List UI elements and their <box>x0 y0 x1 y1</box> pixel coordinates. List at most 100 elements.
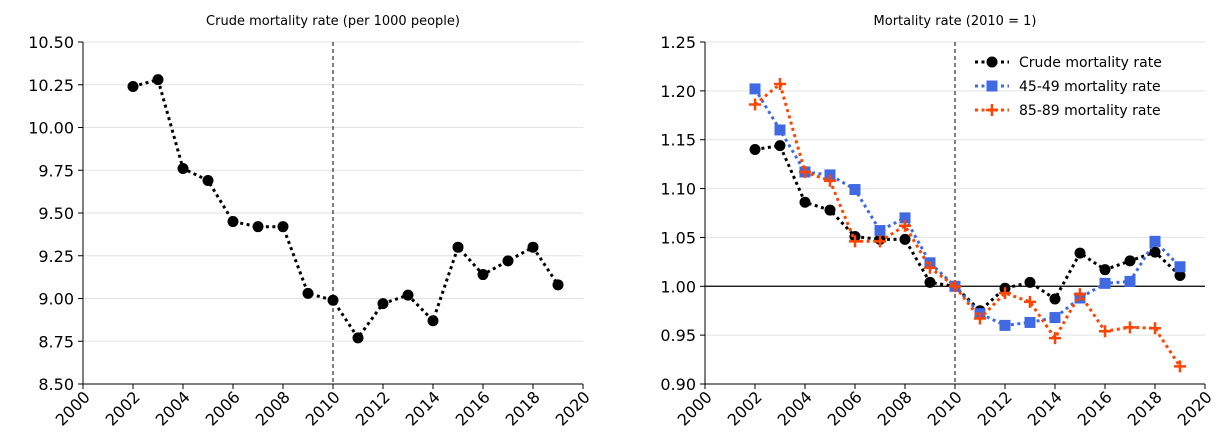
data-point <box>799 165 811 178</box>
x-tick-label: 2018 <box>1124 387 1166 429</box>
data-point <box>899 233 911 245</box>
y-tick-label: 8.75 <box>38 332 74 351</box>
data-point <box>924 276 936 288</box>
x-tick-label: 2008 <box>874 387 916 429</box>
y-tick-label: 1.15 <box>660 131 696 150</box>
legend-marker <box>986 80 998 92</box>
series-line <box>754 81 1182 368</box>
data-point <box>749 83 761 95</box>
data-point <box>227 216 239 228</box>
legend-marker <box>986 104 998 116</box>
data-point <box>999 319 1011 331</box>
data-point <box>1099 325 1111 338</box>
data-point <box>749 98 761 111</box>
data-point <box>1149 322 1161 335</box>
x-tick-label: 2014 <box>402 387 444 429</box>
data-point <box>899 219 911 232</box>
x-tick-label: 2006 <box>202 387 244 429</box>
legend-marker <box>986 56 998 68</box>
data-point <box>849 235 861 248</box>
data-point <box>352 332 364 344</box>
y-tick-label: 1.00 <box>660 277 696 296</box>
data-point <box>824 174 836 187</box>
y-tick-label: 1.20 <box>660 82 696 101</box>
data-point <box>502 255 514 267</box>
legend-label: 45-49 mortality rate <box>1019 79 1161 95</box>
y-tick-label: 1.25 <box>660 33 696 52</box>
data-point <box>1024 316 1036 328</box>
x-tick-label: 2006 <box>824 387 866 429</box>
y-tick-label: 9.25 <box>38 247 74 266</box>
data-point <box>1174 360 1186 373</box>
data-point <box>277 221 289 233</box>
data-point <box>452 241 464 253</box>
data-point <box>849 184 861 196</box>
x-tick-label: 2018 <box>502 387 544 429</box>
x-tick-label: 2016 <box>452 387 494 429</box>
data-point <box>774 140 786 152</box>
chart-title: Crude mortality rate (per 1000 people) <box>206 14 460 29</box>
x-tick-label: 2016 <box>1074 387 1116 429</box>
data-point <box>252 221 264 233</box>
y-tick-label: 0.95 <box>660 326 696 345</box>
y-tick-label: 0.90 <box>660 375 696 394</box>
legend-label: Crude mortality rate <box>1019 55 1162 71</box>
data-point <box>899 212 911 224</box>
data-point <box>1124 321 1136 334</box>
y-tick-label: 9.00 <box>38 290 74 309</box>
x-tick-label: 2008 <box>252 387 294 429</box>
data-point <box>202 175 214 187</box>
x-tick-label: 2004 <box>774 387 816 429</box>
data-point <box>427 315 439 327</box>
series-line <box>753 88 1182 327</box>
x-tick-label: 2010 <box>924 387 966 429</box>
x-tick-label: 2004 <box>152 387 194 429</box>
data-point <box>1074 247 1086 259</box>
data-point <box>799 196 811 208</box>
data-point <box>824 204 836 216</box>
data-point <box>1024 276 1036 288</box>
data-point <box>774 124 786 136</box>
chart-title: Mortality rate (2010 = 1) <box>874 14 1037 29</box>
data-point <box>127 80 139 92</box>
data-point <box>974 312 986 325</box>
y-tick-label: 10.50 <box>28 33 74 52</box>
chart-panel-indexed: Mortality rate (2010 = 1) 0.90 0.95 1.00 1.0… <box>660 14 1215 430</box>
data-point <box>152 74 164 86</box>
data-point <box>874 225 886 237</box>
y-tick-label: 1.05 <box>660 228 696 247</box>
y-tick-label: 8.50 <box>38 375 74 394</box>
series-line <box>132 77 560 341</box>
data-point <box>749 143 761 155</box>
x-tick-label: 2014 <box>1024 387 1066 429</box>
x-tick-label: 2012 <box>974 387 1016 429</box>
y-tick-label: 10.00 <box>28 119 74 138</box>
chart-panel-crude: Crude mortality rate (per 1000 people) 8.… <box>28 14 594 430</box>
data-point <box>1149 235 1161 247</box>
data-point <box>1099 264 1111 276</box>
data-point <box>552 279 564 291</box>
data-point <box>1024 295 1036 308</box>
data-point <box>327 294 339 306</box>
data-point <box>1099 277 1111 289</box>
data-point <box>924 261 936 274</box>
data-point <box>1049 312 1061 324</box>
x-tick-label: 2020 <box>552 387 594 429</box>
data-point <box>527 241 539 253</box>
data-point <box>774 78 786 91</box>
data-point <box>1174 261 1186 273</box>
x-tick-label: 2012 <box>352 387 394 429</box>
data-point <box>1049 293 1061 305</box>
x-tick-label: 2002 <box>102 387 144 429</box>
legend-label: 85-89 mortality rate <box>1019 103 1161 119</box>
data-point <box>1074 288 1086 301</box>
x-tick-label: 2020 <box>1174 387 1216 429</box>
data-point <box>402 289 414 301</box>
y-tick-label: 9.50 <box>38 204 74 223</box>
data-point <box>302 287 314 299</box>
x-tick-label: 2010 <box>302 387 344 429</box>
data-point <box>949 280 961 293</box>
data-point <box>1174 270 1186 282</box>
data-point <box>999 287 1011 300</box>
